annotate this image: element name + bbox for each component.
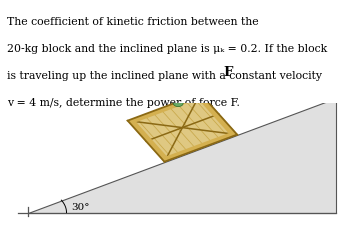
Text: 20-kg block and the inclined plane is μₖ = 0.2. If the block: 20-kg block and the inclined plane is μₖ… xyxy=(7,44,327,54)
Text: is traveling up the inclined plane with a constant velocity: is traveling up the inclined plane with … xyxy=(7,71,322,81)
Polygon shape xyxy=(195,94,237,137)
Circle shape xyxy=(173,101,183,107)
Polygon shape xyxy=(128,119,170,162)
Polygon shape xyxy=(28,98,336,213)
Text: F: F xyxy=(224,66,233,79)
Polygon shape xyxy=(128,94,237,162)
Text: 30°: 30° xyxy=(72,202,90,211)
Text: v = 4 m/s, determine the power of force F.: v = 4 m/s, determine the power of force … xyxy=(7,98,240,108)
Polygon shape xyxy=(128,94,204,125)
Text: The coefficient of kinetic friction between the: The coefficient of kinetic friction betw… xyxy=(7,17,259,27)
Polygon shape xyxy=(161,131,237,162)
